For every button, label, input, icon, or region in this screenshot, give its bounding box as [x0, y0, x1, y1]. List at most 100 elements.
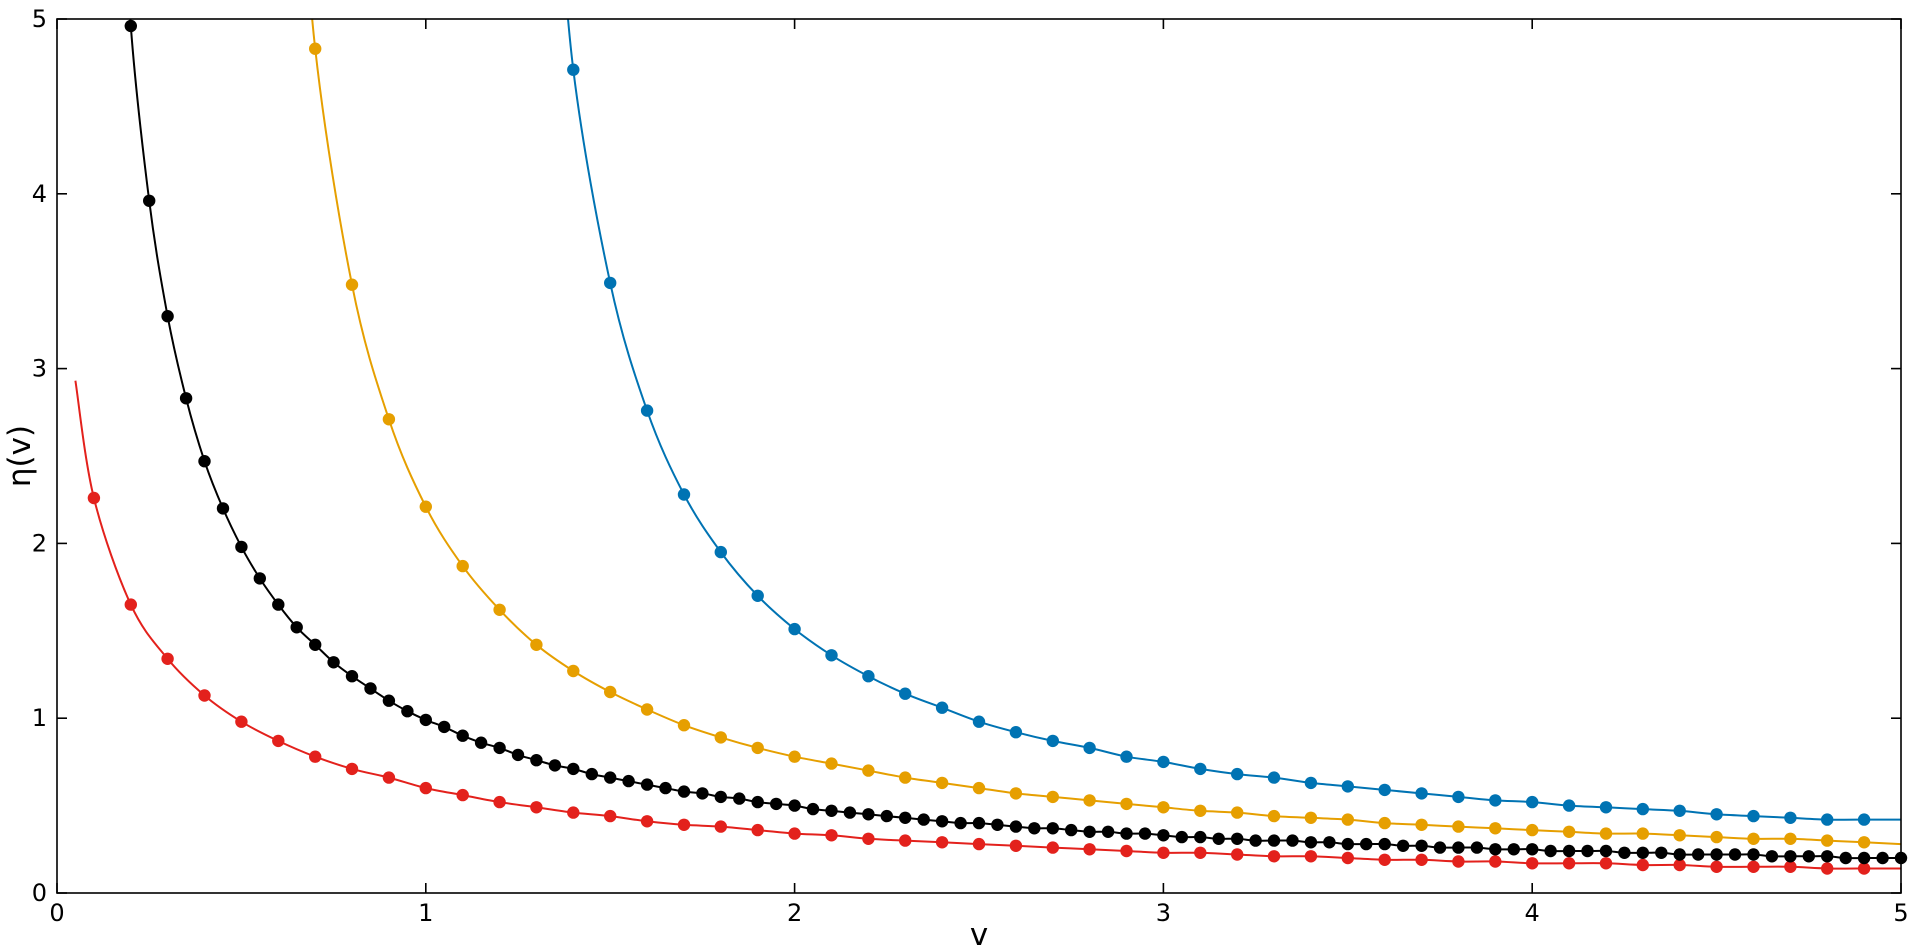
data-point [1231, 832, 1244, 845]
data-point [1433, 841, 1447, 854]
data-point [1821, 850, 1834, 863]
data-point [1489, 822, 1502, 835]
data-point [1489, 843, 1502, 856]
data-point [1175, 830, 1189, 844]
data-point [640, 778, 654, 791]
data-point [1341, 813, 1355, 826]
data-point [1857, 862, 1871, 875]
series-2-line [311, 19, 1901, 846]
data-point [972, 837, 986, 851]
data-point [677, 818, 691, 831]
data-point [1009, 839, 1023, 852]
data-point [862, 808, 875, 821]
data-point [1046, 790, 1060, 804]
data-point [1157, 801, 1170, 814]
series-3-line [567, 19, 1901, 821]
data-point [1802, 850, 1816, 863]
data-point [1249, 834, 1262, 847]
data-point [1120, 797, 1133, 811]
y-tick-label: 2 [32, 529, 47, 557]
data-point [825, 649, 838, 662]
data-point [1415, 818, 1428, 831]
data-point [604, 771, 617, 784]
data-point [935, 815, 949, 828]
data-point [770, 797, 783, 811]
data-point [1231, 767, 1244, 781]
data-point [1581, 844, 1594, 858]
data-point [677, 719, 691, 732]
data-point [327, 656, 340, 669]
data-point [530, 754, 543, 767]
y-tick-label: 5 [32, 5, 47, 33]
data-point [1821, 813, 1834, 826]
data-point [161, 310, 174, 323]
data-point [419, 500, 432, 513]
data-point [862, 670, 875, 683]
y-axis: 0 1 2 3 4 5 [32, 5, 1901, 907]
data-point [1784, 860, 1797, 873]
data-point [1618, 846, 1631, 859]
data-point [1599, 857, 1613, 870]
data-point [880, 809, 893, 823]
data-point [1083, 794, 1096, 807]
data-point [1194, 804, 1207, 817]
data-point [290, 621, 303, 634]
data-point [1396, 839, 1410, 852]
series-1-line [129, 19, 1901, 860]
data-point [1489, 794, 1502, 807]
data-point [972, 715, 986, 728]
data-point [640, 404, 654, 417]
data-point [1507, 843, 1521, 856]
data-point [972, 781, 986, 795]
data-point [1747, 860, 1760, 873]
data-point [567, 806, 580, 819]
data-point [1267, 850, 1281, 863]
series-1-points [124, 19, 1908, 865]
data-point [1839, 851, 1852, 865]
data-point [1599, 827, 1613, 840]
data-point [899, 811, 912, 824]
data-point [1304, 850, 1318, 863]
data-point [1857, 836, 1871, 849]
data-point [87, 491, 101, 505]
y-axis-title: η(v) [2, 425, 38, 487]
data-point [1415, 839, 1428, 852]
data-point [198, 455, 211, 468]
data-point [1747, 809, 1760, 823]
data-point [1378, 853, 1391, 866]
data-point [1673, 858, 1686, 872]
x-axis-title: v [970, 917, 988, 947]
data-point [1120, 750, 1133, 763]
data-point [935, 776, 949, 790]
data-point [309, 638, 322, 651]
data-point [401, 705, 414, 718]
data-point [1562, 844, 1576, 858]
data-point [1526, 843, 1539, 856]
plot-frame [56, 18, 1902, 894]
data-point [1452, 820, 1465, 833]
data-point [1304, 836, 1318, 849]
data-point [1673, 804, 1686, 817]
data-point [1526, 795, 1539, 809]
data-point [438, 720, 451, 734]
y-tick-label: 3 [32, 355, 47, 383]
data-point [1692, 848, 1705, 861]
y-tick-label: 4 [32, 180, 47, 208]
data-point [825, 829, 838, 842]
data-point [1599, 801, 1613, 814]
data-point [1101, 825, 1115, 838]
data-point [640, 815, 654, 828]
data-point [1636, 846, 1650, 859]
data-point [935, 701, 949, 714]
data-point [1599, 844, 1613, 858]
series-3-points [567, 63, 1871, 826]
data-point [235, 540, 248, 554]
data-point [954, 816, 967, 830]
data-point [124, 19, 137, 33]
x-tick-label: 2 [787, 899, 802, 927]
series-curves [74, 19, 1901, 870]
x-tick-label: 1 [418, 899, 433, 927]
data-point [1009, 787, 1023, 800]
data-point [1378, 783, 1391, 797]
